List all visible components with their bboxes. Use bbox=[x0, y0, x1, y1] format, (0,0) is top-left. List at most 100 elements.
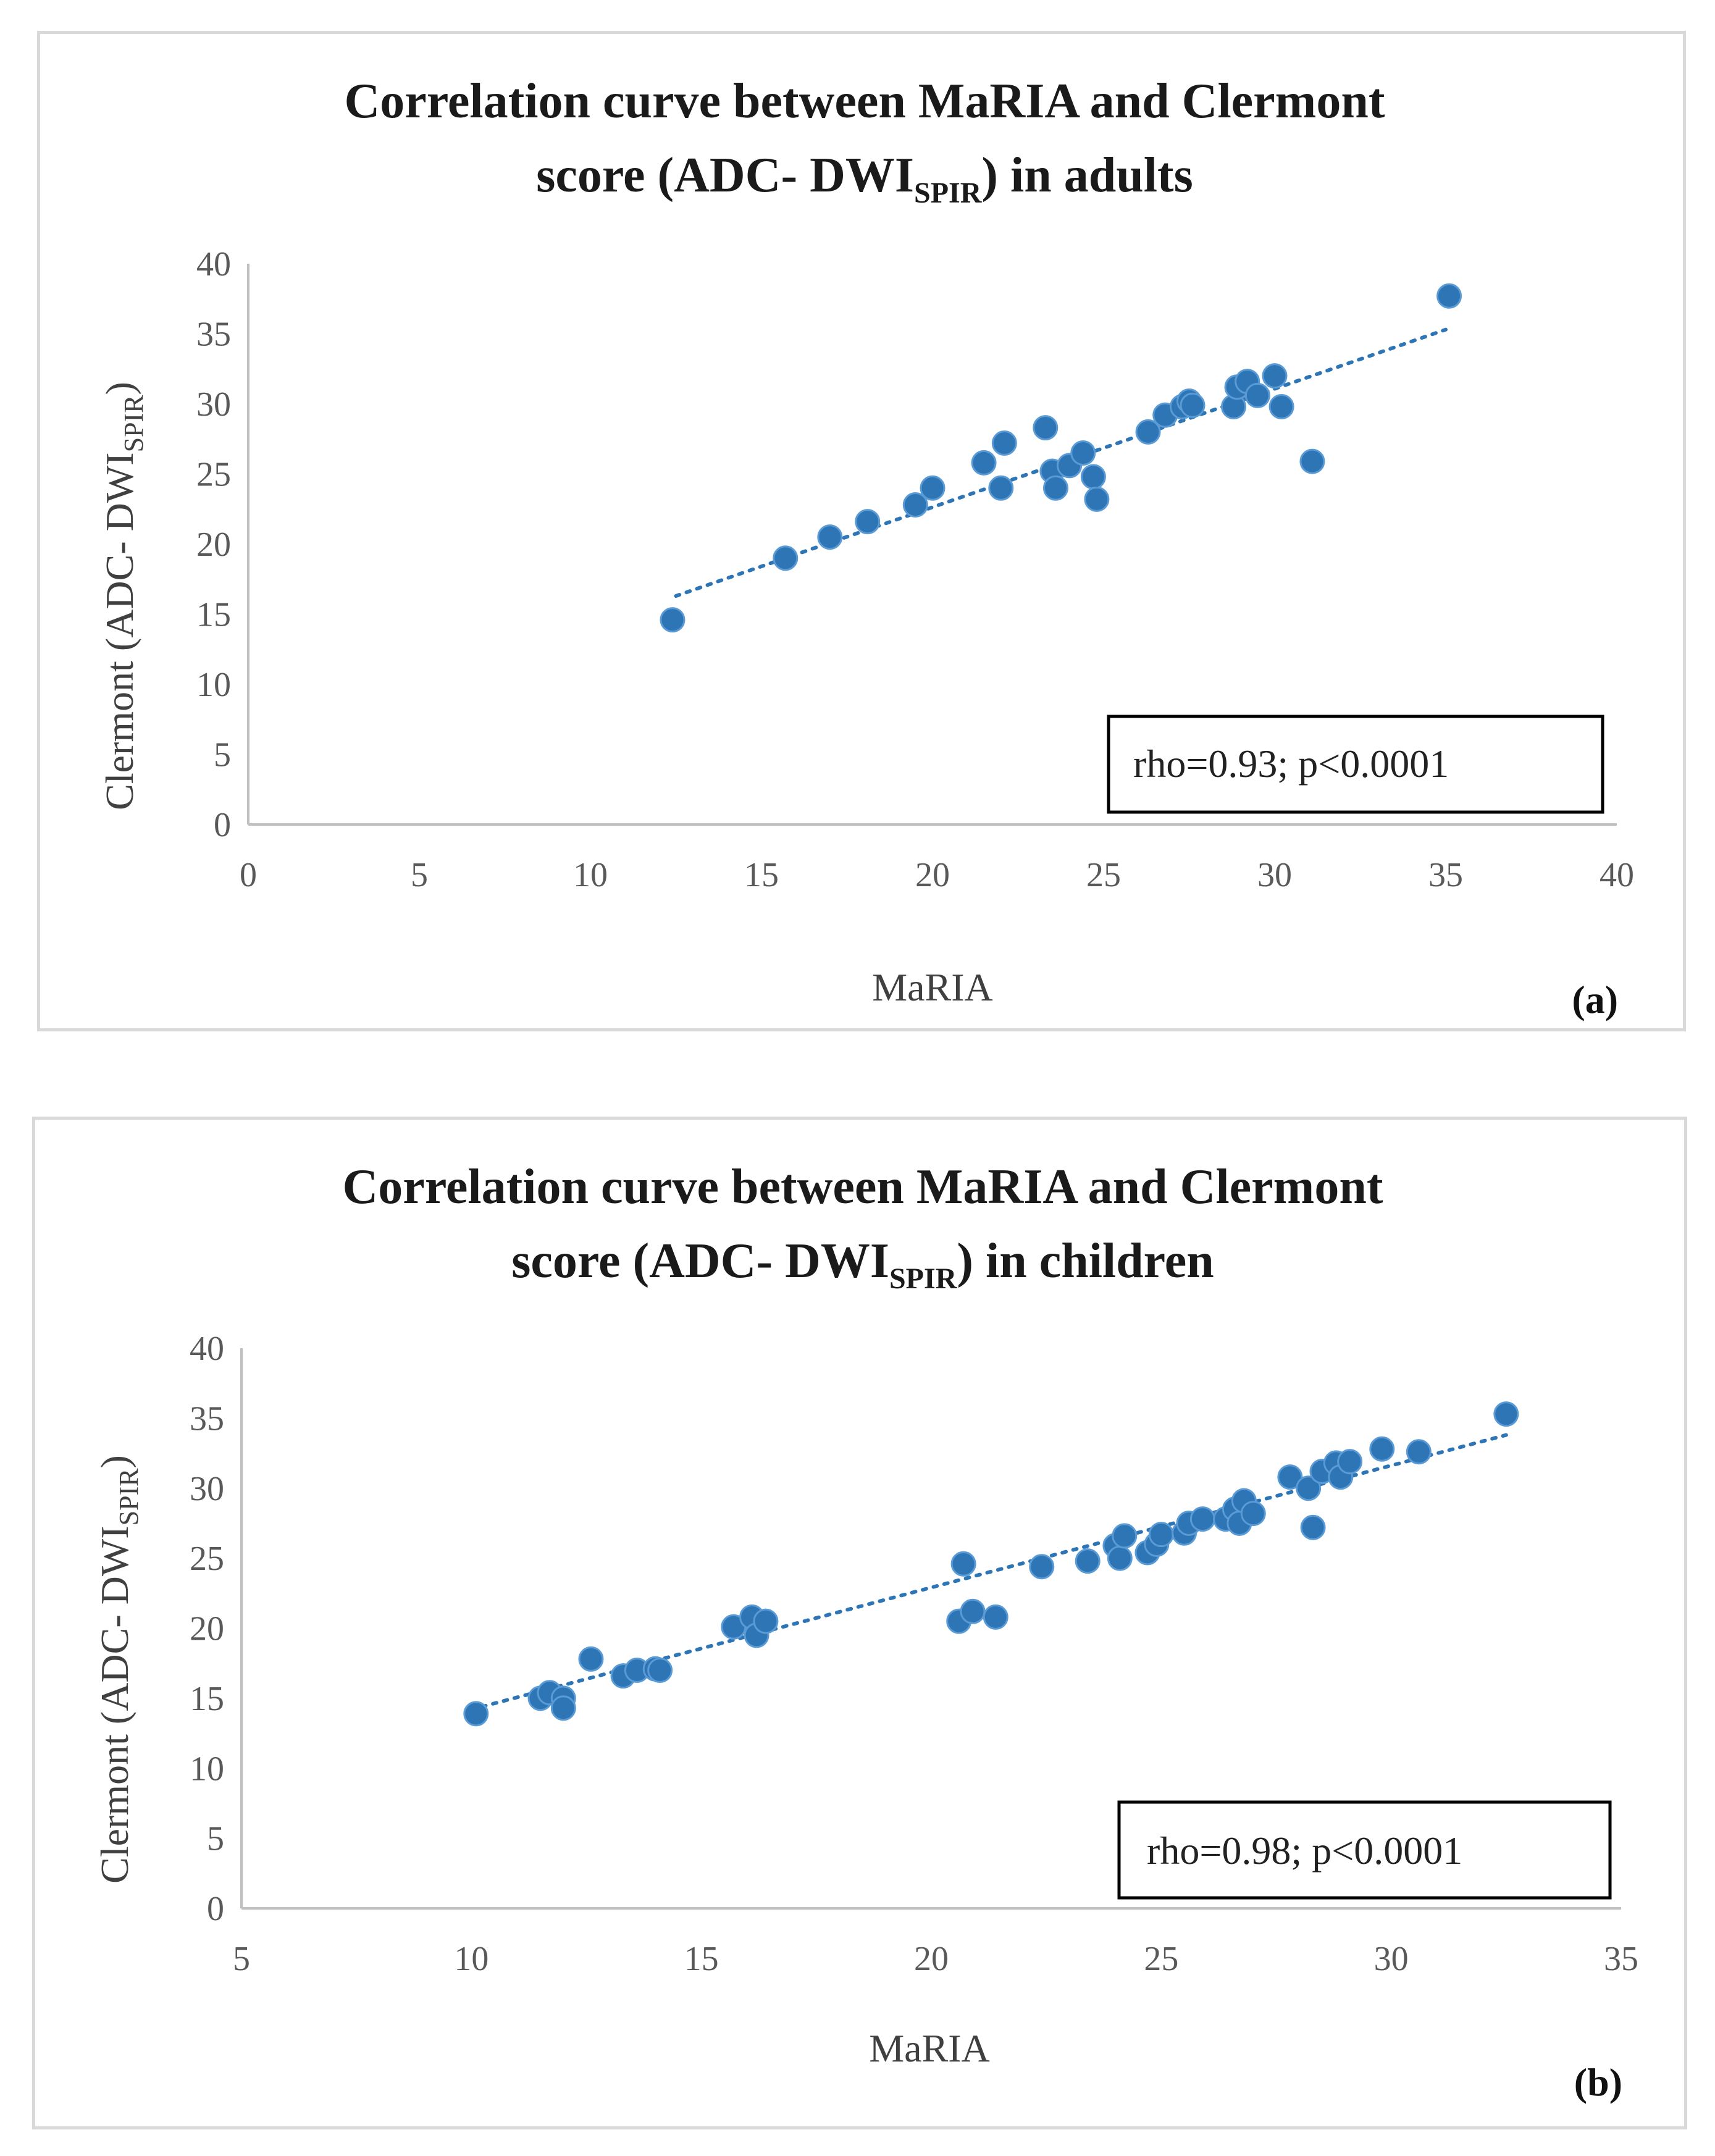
y-tick-label: 5 bbox=[207, 1820, 224, 1858]
x-tick-label: 30 bbox=[1374, 1940, 1409, 1978]
trendline-path bbox=[674, 327, 1448, 598]
y-tick-label: 10 bbox=[190, 1750, 224, 1788]
data-point bbox=[1084, 486, 1110, 512]
data-point bbox=[1299, 448, 1325, 474]
data-point bbox=[817, 524, 843, 550]
data-point bbox=[1070, 440, 1096, 466]
data-point bbox=[991, 430, 1017, 456]
x-axis-title: MaRIA bbox=[869, 2026, 990, 2070]
x-tick-label: 5 bbox=[233, 1940, 250, 1978]
data-point bbox=[920, 475, 946, 501]
y-axis-title: Clermont (ADC- DWISPIR) bbox=[98, 382, 149, 810]
data-point bbox=[960, 1598, 986, 1624]
data-point bbox=[1262, 363, 1288, 389]
data-point bbox=[1493, 1401, 1519, 1427]
panel-label: (a) bbox=[1572, 978, 1618, 1021]
data-points bbox=[660, 283, 1462, 633]
x-tick-label: 15 bbox=[744, 856, 779, 894]
chart-title-line1: Correlation curve between MaRIA and Cler… bbox=[343, 1160, 1383, 1214]
x-tick-label: 0 bbox=[240, 856, 257, 894]
data-point bbox=[902, 492, 928, 518]
data-point bbox=[1406, 1439, 1432, 1465]
data-point bbox=[1148, 1522, 1174, 1548]
data-point bbox=[1268, 394, 1294, 420]
x-tick-label: 30 bbox=[1257, 856, 1292, 894]
data-point bbox=[1107, 1545, 1133, 1571]
data-point bbox=[1029, 1554, 1055, 1580]
data-point bbox=[855, 509, 881, 535]
chart-panel-children: Correlation curve between MaRIA and Cler… bbox=[32, 1117, 1687, 2129]
data-point bbox=[550, 1695, 576, 1721]
y-tick-label: 30 bbox=[190, 1470, 224, 1508]
data-points bbox=[463, 1401, 1519, 1727]
panel-label: (b) bbox=[1574, 2060, 1622, 2104]
y-tick-label: 20 bbox=[196, 526, 231, 564]
x-tick-label: 25 bbox=[1086, 856, 1121, 894]
data-point bbox=[1112, 1523, 1138, 1549]
data-point bbox=[463, 1701, 489, 1727]
y-tick-label: 40 bbox=[196, 245, 231, 283]
data-point bbox=[578, 1646, 604, 1672]
y-tick-label: 0 bbox=[207, 1890, 224, 1928]
scatter-chart-adults: Correlation curve between MaRIA and Cler… bbox=[98, 74, 1634, 1021]
data-point bbox=[1042, 475, 1068, 501]
data-point bbox=[1135, 419, 1161, 445]
x-tick-label: 15 bbox=[684, 1940, 719, 1978]
data-point bbox=[753, 1608, 779, 1634]
data-point bbox=[647, 1658, 673, 1684]
y-tick-label: 20 bbox=[190, 1610, 224, 1648]
scatter-chart-children: Correlation curve between MaRIA and Cler… bbox=[93, 1160, 1638, 2104]
data-point bbox=[1080, 464, 1106, 490]
stats-annotation-box bbox=[1117, 1800, 1612, 1900]
y-tick-label: 5 bbox=[214, 736, 231, 774]
data-point bbox=[1337, 1449, 1363, 1475]
y-tick-label: 35 bbox=[190, 1399, 224, 1438]
stats-annotation: rho=0.98; p<0.0001 bbox=[1147, 1829, 1462, 1873]
data-point bbox=[971, 450, 997, 476]
chart-title-line1: Correlation curve between MaRIA and Cler… bbox=[345, 74, 1385, 128]
y-tick-label: 15 bbox=[190, 1680, 224, 1718]
data-point bbox=[1277, 1464, 1303, 1490]
data-point bbox=[1033, 415, 1059, 441]
stats-annotation: rho=0.93; p<0.0001 bbox=[1133, 742, 1449, 786]
x-axis-title: MaRIA bbox=[872, 965, 993, 1009]
stats-annotation-box bbox=[1107, 715, 1604, 814]
data-point bbox=[1436, 283, 1462, 309]
chart-title-line2: score (ADC- DWISPIR) in children bbox=[511, 1234, 1214, 1295]
data-point bbox=[1180, 392, 1206, 418]
chart-panel-adults: Correlation curve between MaRIA and Cler… bbox=[37, 31, 1686, 1031]
data-point bbox=[1244, 382, 1270, 408]
y-tick-label: 25 bbox=[190, 1540, 224, 1578]
x-tick-label: 20 bbox=[915, 856, 950, 894]
x-tick-label: 25 bbox=[1144, 1940, 1178, 1978]
x-tick-label: 5 bbox=[411, 856, 428, 894]
data-point bbox=[773, 545, 799, 571]
x-tick-label: 40 bbox=[1600, 856, 1634, 894]
data-point bbox=[1240, 1501, 1266, 1527]
data-point bbox=[1075, 1548, 1101, 1574]
x-tick-label: 20 bbox=[914, 1940, 949, 1978]
data-point bbox=[950, 1551, 976, 1577]
trendline bbox=[674, 327, 1448, 598]
data-point bbox=[983, 1604, 1008, 1630]
y-axis-title: Clermont (ADC- DWISPIR) bbox=[93, 1455, 144, 1884]
x-tick-label: 10 bbox=[573, 856, 608, 894]
y-tick-label: 15 bbox=[196, 596, 231, 634]
chart-title-line2: score (ADC- DWISPIR) in adults bbox=[536, 148, 1193, 209]
x-tick-label: 35 bbox=[1428, 856, 1463, 894]
y-tick-label: 30 bbox=[196, 385, 231, 424]
data-point bbox=[1189, 1506, 1215, 1532]
y-tick-label: 10 bbox=[196, 666, 231, 704]
data-point bbox=[988, 475, 1014, 501]
x-tick-label: 35 bbox=[1604, 1940, 1638, 1978]
data-point bbox=[1296, 1475, 1322, 1501]
axes: 0 5 10 15 20 25 30 35 40 0 5 10 15 20 25 30 35 40 bbox=[196, 245, 1634, 894]
y-tick-label: 0 bbox=[214, 806, 231, 844]
y-tick-label: 25 bbox=[196, 456, 231, 494]
y-tick-label: 35 bbox=[196, 316, 231, 354]
data-point bbox=[1300, 1514, 1326, 1540]
data-point bbox=[660, 607, 686, 633]
x-tick-label: 10 bbox=[454, 1940, 489, 1978]
data-point bbox=[1369, 1436, 1395, 1462]
